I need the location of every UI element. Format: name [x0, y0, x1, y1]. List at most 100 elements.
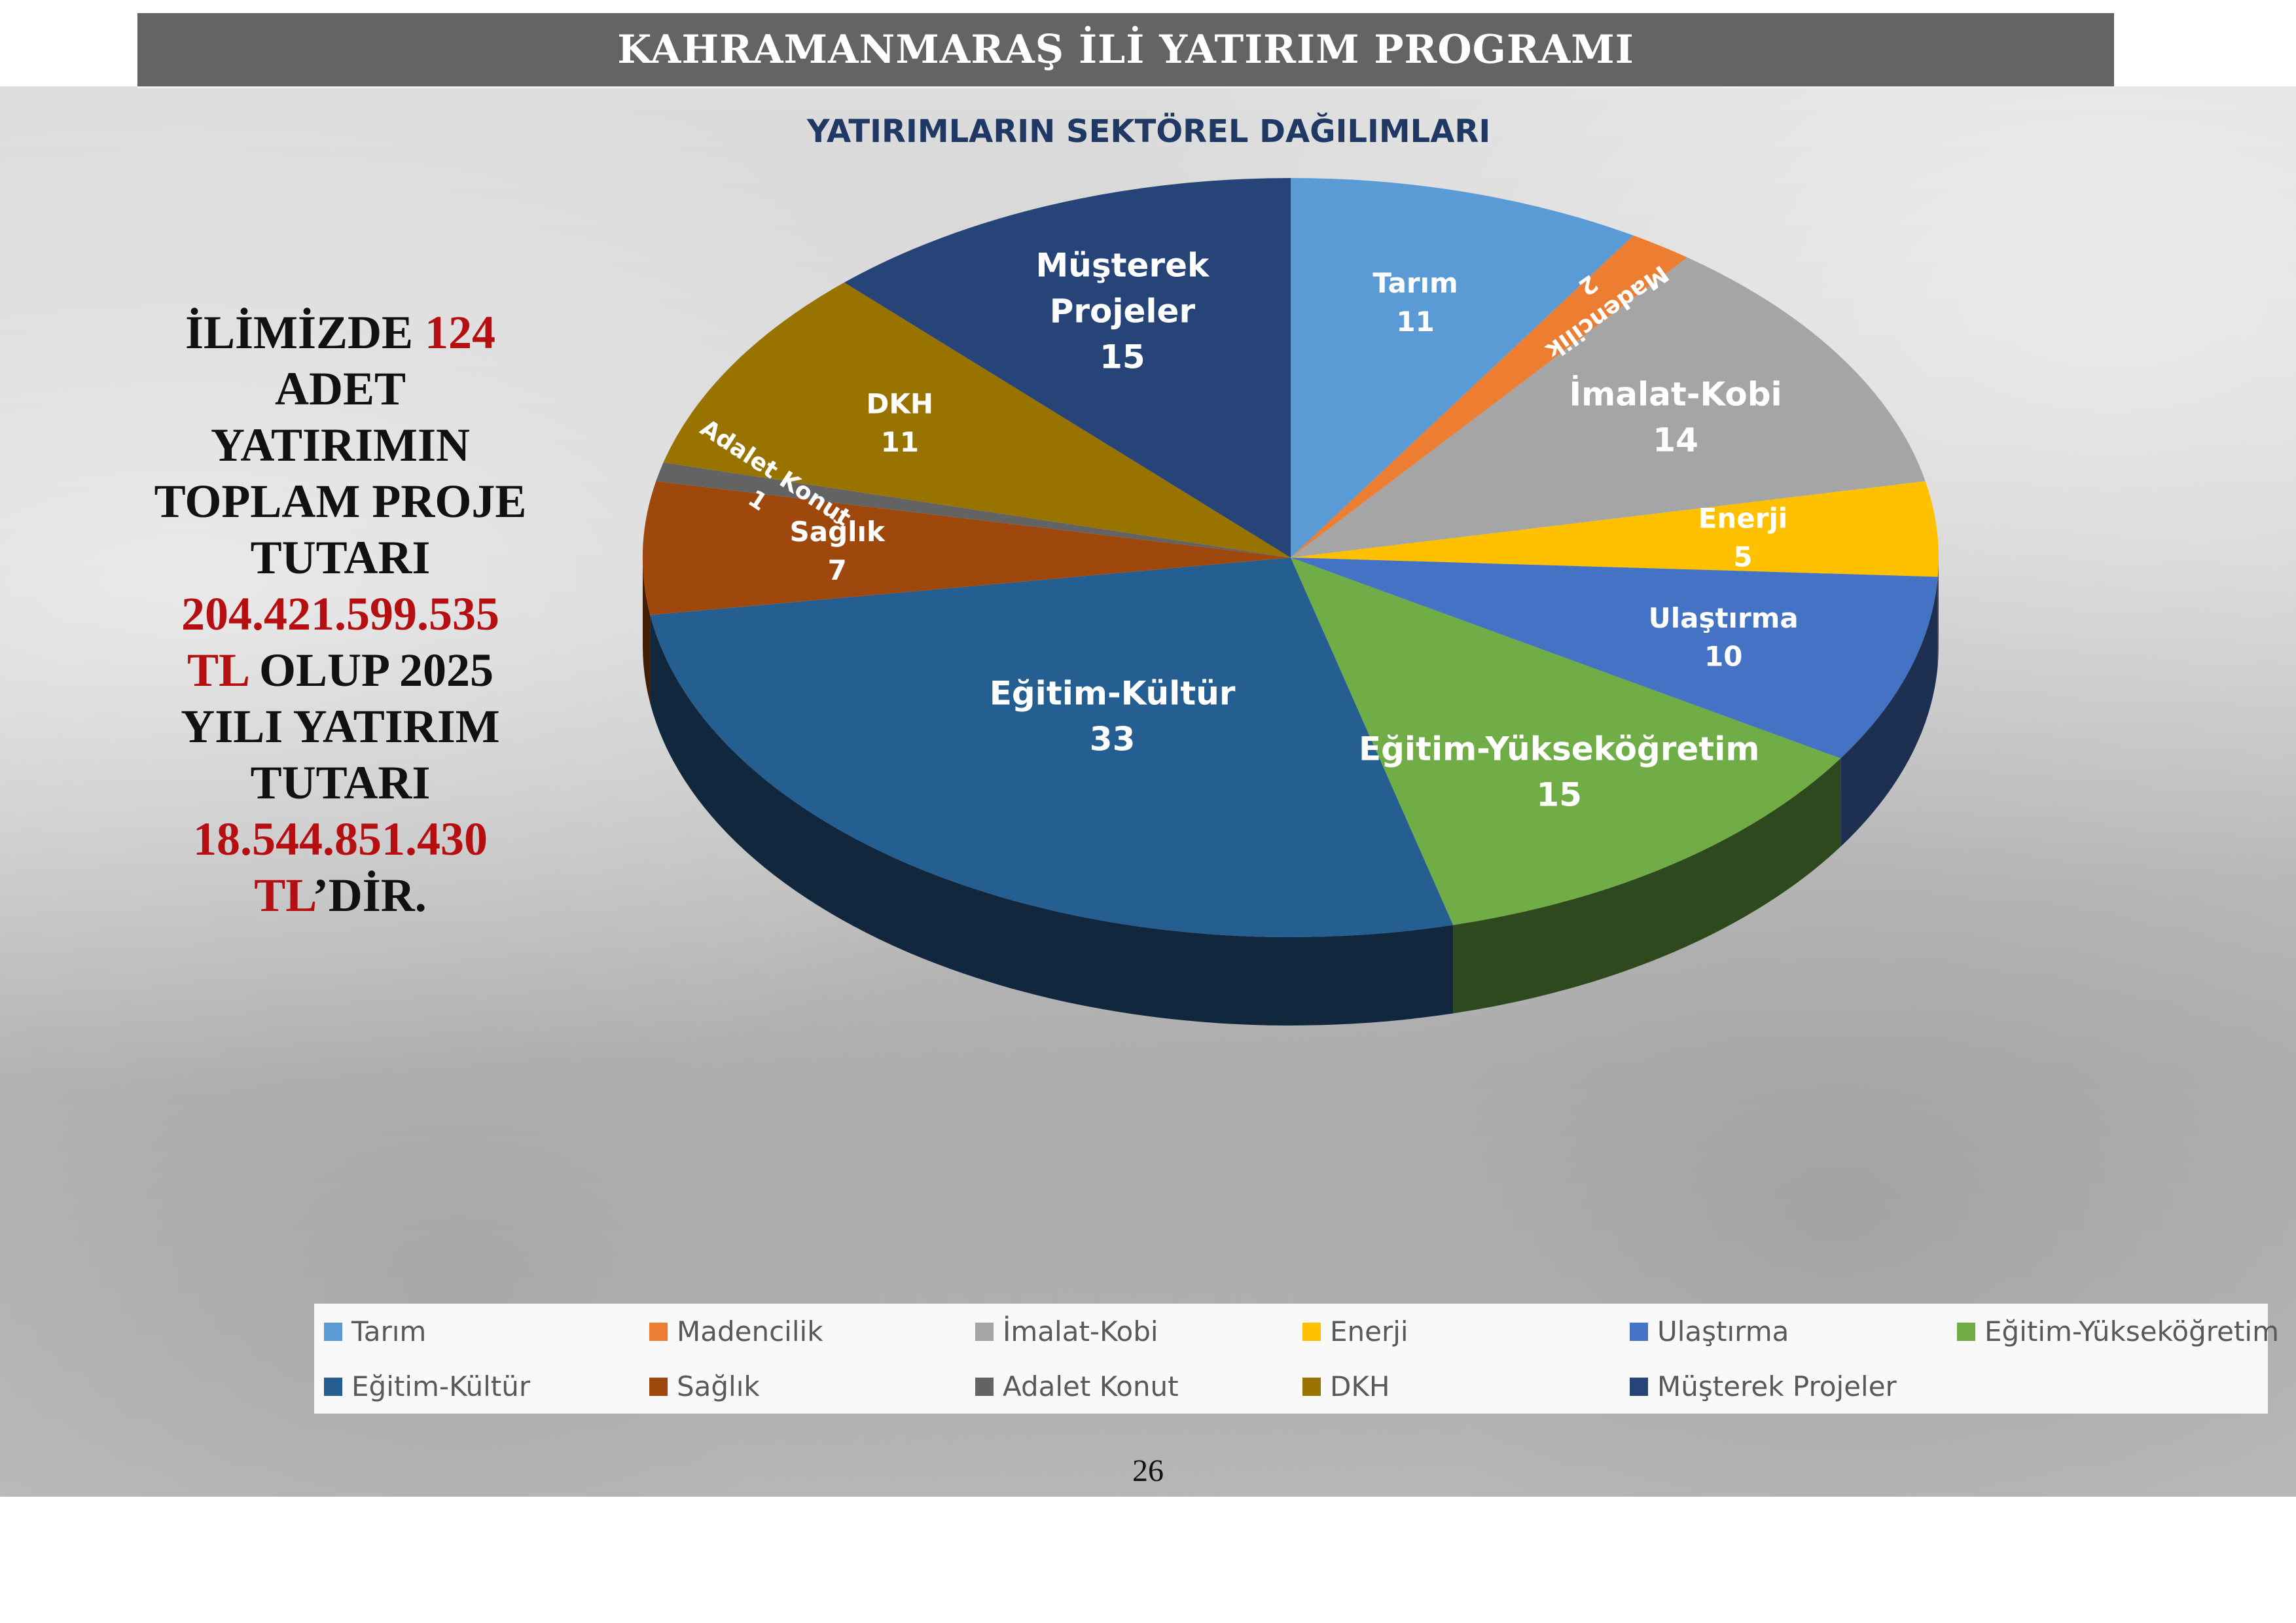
legend-label: Eğitim-Yükseköğretim	[1984, 1315, 2280, 1347]
summary-line-8: YILI YATIRIM	[181, 700, 500, 753]
summary-line-11: TL’DİR.	[118, 867, 563, 923]
legend-swatch	[1302, 1377, 1321, 1396]
summary-line-5: TUTARI	[250, 531, 431, 584]
legend-label: Madencilik	[677, 1315, 823, 1347]
year-currency: TL	[254, 869, 313, 921]
pie-slice-adalet-konut	[656, 462, 1291, 558]
pie-side-saglik	[643, 558, 651, 704]
slice-category: Müşterek	[1036, 247, 1210, 285]
legend-swatch	[1630, 1377, 1648, 1396]
pie-label-egitim-yuksekogretim: Eğitim-Yükseköğretim 15	[1359, 730, 1759, 814]
pie-slice-dkh	[663, 282, 1291, 558]
legend-item-musterek-projeler: Müşterek Projeler	[1630, 1370, 1897, 1402]
pie-side-enerji	[1937, 558, 1939, 666]
page-title: KAHRAMANMARAŞ İLİ YATIRIM PROGRAMI	[617, 27, 1634, 73]
summary-line-9: TUTARI	[250, 757, 431, 809]
pie-slice-egitim-yuksekogretim	[1291, 558, 1841, 925]
legend-swatch	[975, 1322, 994, 1341]
legend-item-dkh: DKH	[1302, 1370, 1390, 1402]
pie-label-ulastirma: Ulaştırma 10	[1649, 602, 1799, 673]
pie-label-imalat-kobi: İmalat-Kobi 14	[1570, 376, 1782, 459]
pie-side-ulastirma	[1840, 577, 1938, 847]
slice-value: 15	[1536, 776, 1582, 814]
pie-slice-ulastirma	[1291, 558, 1938, 758]
summary-ending: ’DİR.	[312, 869, 427, 921]
summary-text: İLİMİZDE 124 ADET YATIRIMIN TOPLAM PROJE…	[118, 304, 563, 923]
pie-sides	[643, 558, 1939, 1026]
pie-slice-imalat-kobi	[1291, 257, 1926, 558]
chart-legend: Tarım Madencilik İmalat-Kobi Enerji Ulaştırm…	[314, 1304, 2279, 1414]
pie-label-saglik: Sağlık 7	[790, 516, 886, 586]
pie-slice-tarim	[1291, 178, 1634, 558]
slice-value: 15	[1100, 338, 1145, 376]
legend-swatch	[1630, 1322, 1648, 1341]
legend-item-tarim: Tarım	[324, 1315, 426, 1347]
slice-value: 5	[1733, 541, 1752, 573]
summary-line-1: İLİMİZDE 124	[118, 304, 563, 361]
slice-value: 14	[1653, 421, 1698, 459]
slice-category: Enerji	[1698, 503, 1788, 535]
year-amount: 18.544.851.430	[193, 813, 488, 865]
legend-label: Enerji	[1330, 1315, 1408, 1347]
legend-item-imalat-kobi: İmalat-Kobi	[975, 1315, 1158, 1347]
slice-category: Tarım	[1372, 267, 1458, 299]
legend-item-madencilik: Madencilik	[649, 1315, 823, 1347]
summary-line1-text: İLİMİZDE	[185, 306, 425, 359]
legend-swatch	[324, 1322, 342, 1341]
legend-label: İmalat-Kobi	[1003, 1315, 1158, 1347]
legend-swatch	[1957, 1322, 1975, 1341]
slice-value: 11	[881, 426, 919, 458]
pie-side-egitim-yuksekogretim	[1453, 758, 1841, 1014]
legend-item-egitim-kultur: Eğitim-Kültür	[324, 1370, 530, 1402]
legend-label: Ulaştırma	[1657, 1315, 1789, 1347]
legend-label: Sağlık	[677, 1370, 760, 1402]
legend-item-enerji: Enerji	[1302, 1315, 1408, 1347]
slice-category: DKH	[867, 387, 934, 419]
slice-category: Projeler	[1050, 293, 1196, 330]
pie-label-tarim: Tarım 11	[1372, 267, 1458, 338]
legend-label: Müşterek Projeler	[1657, 1370, 1897, 1402]
project-count: 124	[425, 306, 496, 359]
legend-item-egitim-yuksekogretim: Eğitim-Yükseköğretim	[1957, 1315, 2279, 1347]
legend-label: DKH	[1330, 1370, 1390, 1402]
legend-label: Tarım	[351, 1315, 427, 1347]
legend-item-saglik: Sağlık	[649, 1370, 760, 1402]
slice-category: Eğitim-Yükseköğretim	[1359, 730, 1759, 768]
slice-category: Ulaştırma	[1649, 602, 1799, 634]
legend-swatch	[975, 1377, 994, 1396]
pie-slice-madencilik	[1291, 235, 1687, 558]
pie-slices	[643, 178, 1939, 938]
title-bar: KAHRAMANMARAŞ İLİ YATIRIM PROGRAMI	[137, 13, 2114, 88]
pie-label-enerji: Enerji 5	[1698, 503, 1788, 573]
pie-slice-saglik	[643, 481, 1291, 615]
pie-side-egitim-kultur	[650, 615, 1454, 1026]
slice-value: 10	[1704, 641, 1742, 673]
pie-slice-musterek-projeler	[844, 178, 1291, 558]
legend-swatch	[1302, 1322, 1321, 1341]
summary-line-7: TL OLUP 2025	[118, 642, 563, 698]
summary-line-3: YATIRIMIN	[210, 419, 471, 471]
legend-item-ulastirma: Ulaştırma	[1630, 1315, 1789, 1347]
total-amount: 204.421.599.535	[181, 588, 499, 640]
chart-title: YATIRIMLARIN SEKTÖREL DAĞILIMLARI	[806, 113, 1490, 150]
slice-value: 11	[1396, 306, 1434, 338]
legend-swatch	[649, 1322, 668, 1341]
slice-category: İmalat-Kobi	[1570, 376, 1782, 414]
slice-category: Sağlık	[790, 516, 886, 548]
slice-value: 33	[1090, 721, 1136, 758]
legend-swatch	[324, 1377, 342, 1396]
total-currency: TL	[187, 644, 248, 696]
summary-line-2: ADET	[274, 363, 406, 415]
legend-swatch	[649, 1377, 668, 1396]
legend-label: Eğitim-Kültür	[351, 1370, 531, 1402]
legend-label: Adalet Konut	[1003, 1370, 1179, 1402]
legend-item-adalet-konut: Adalet Konut	[975, 1370, 1179, 1402]
summary-line-4: TOPLAM PROJE	[154, 475, 527, 527]
slice-value: 7	[828, 554, 847, 586]
page-number: 26	[1132, 1454, 1164, 1488]
summary-line7-rest: OLUP 2025	[247, 644, 494, 696]
pie-label-musterek-projeler: Müşterek Projeler 15	[1036, 247, 1210, 376]
pie-slice-enerji	[1291, 481, 1939, 577]
slice-category: Eğitim-Kültür	[990, 675, 1236, 713]
